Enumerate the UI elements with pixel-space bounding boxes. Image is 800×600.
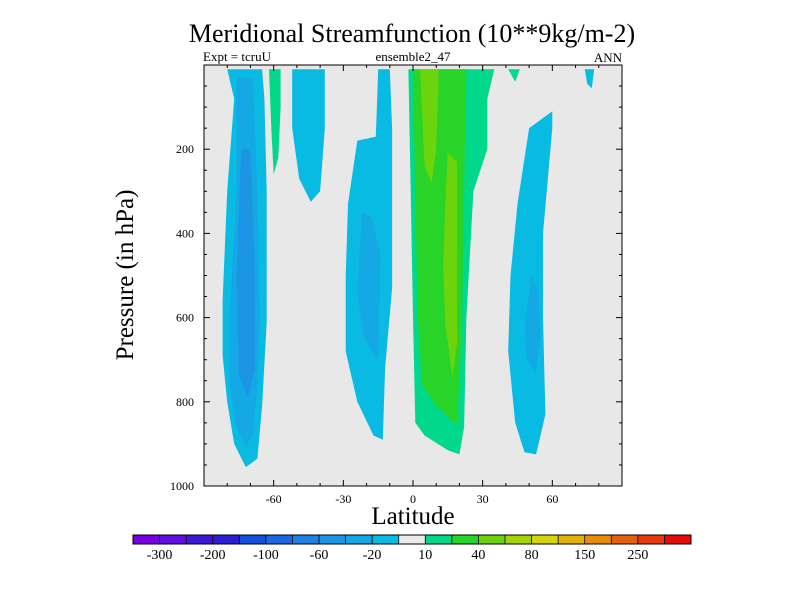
colorbar-swatch xyxy=(345,535,373,544)
x-tick-label: -30 xyxy=(335,492,351,506)
colorbar-swatch xyxy=(265,535,293,544)
colorbar-swatch xyxy=(292,535,320,544)
plot-frame xyxy=(203,64,623,487)
colorbar-swatch xyxy=(531,535,559,544)
contour-region-7 xyxy=(524,275,541,373)
contour-region-8 xyxy=(584,69,595,89)
colorbar-swatch xyxy=(212,535,240,544)
colorbar-label: -200 xyxy=(200,548,226,563)
colorbar-label: -100 xyxy=(253,548,279,563)
x-tick-label: 0 xyxy=(410,492,416,506)
contour-region-6 xyxy=(508,111,553,455)
colorbar-swatch xyxy=(584,535,612,544)
contour-region-13 xyxy=(443,153,458,377)
contour-region-5 xyxy=(357,212,381,360)
colorbar-swatch xyxy=(451,535,479,544)
axis-ticks: -60 -30 0 30 60 200 400 600 800 1000 xyxy=(170,65,623,506)
x-axis-label: Latitude xyxy=(371,503,454,530)
subtitle-center: ensemble2_47 xyxy=(375,49,451,64)
x-tick-label: 60 xyxy=(546,492,558,506)
colorbar-label: 80 xyxy=(525,548,539,563)
colorbar-swatch xyxy=(239,535,267,544)
y-tick-label: 600 xyxy=(176,311,194,325)
y-tick-label: 1000 xyxy=(170,479,194,493)
contour-region-3 xyxy=(292,69,325,202)
subtitle-right: ANN xyxy=(594,50,623,65)
colorbar-swatch xyxy=(637,535,665,544)
colorbar-label: -20 xyxy=(363,548,382,563)
subtitle-left: Expt = tcruU xyxy=(203,49,272,64)
x-tick-label: -60 xyxy=(266,492,282,506)
colorbar-swatch xyxy=(159,535,187,544)
contour-region-14 xyxy=(508,69,520,82)
contour-region-12 xyxy=(420,69,439,183)
chart-title: Meridional Streamfunction (10**9kg/m-2) xyxy=(189,19,635,48)
colorbar-label: 250 xyxy=(627,548,648,563)
colorbar: -300 -200 -100 -60 -20 10 40 80 150 250 xyxy=(132,534,692,563)
y-axis-label: Pressure (in hPa) xyxy=(112,190,139,361)
colorbar-swatch xyxy=(398,535,426,544)
colorbar-swatch xyxy=(133,535,160,544)
y-tick-label: 800 xyxy=(176,395,194,409)
colorbar-swatch xyxy=(664,535,692,544)
y-tick-label: 400 xyxy=(176,226,194,240)
colorbar-label: -60 xyxy=(310,548,329,563)
colorbar-label: 150 xyxy=(574,548,595,563)
colorbar-swatch xyxy=(505,535,532,544)
colorbar-swatch xyxy=(558,535,586,544)
colorbar-label: 10 xyxy=(418,548,432,563)
contour-region-9 xyxy=(269,69,281,175)
colorbar-label: 40 xyxy=(471,548,485,563)
colorbar-swatch xyxy=(425,535,453,544)
colorbar-swatch xyxy=(319,535,346,544)
colorbar-label: -300 xyxy=(147,548,173,563)
colorbar-swatch xyxy=(611,535,639,544)
colorbar-swatch xyxy=(372,535,400,544)
colorbar-swatch xyxy=(478,535,506,544)
contour-layer xyxy=(222,69,595,468)
colorbar-frame xyxy=(132,534,692,545)
x-tick-label: 30 xyxy=(477,492,489,506)
y-tick-label: 200 xyxy=(176,142,194,156)
contour-region-2 xyxy=(236,149,256,398)
colorbar-swatch xyxy=(186,535,214,544)
